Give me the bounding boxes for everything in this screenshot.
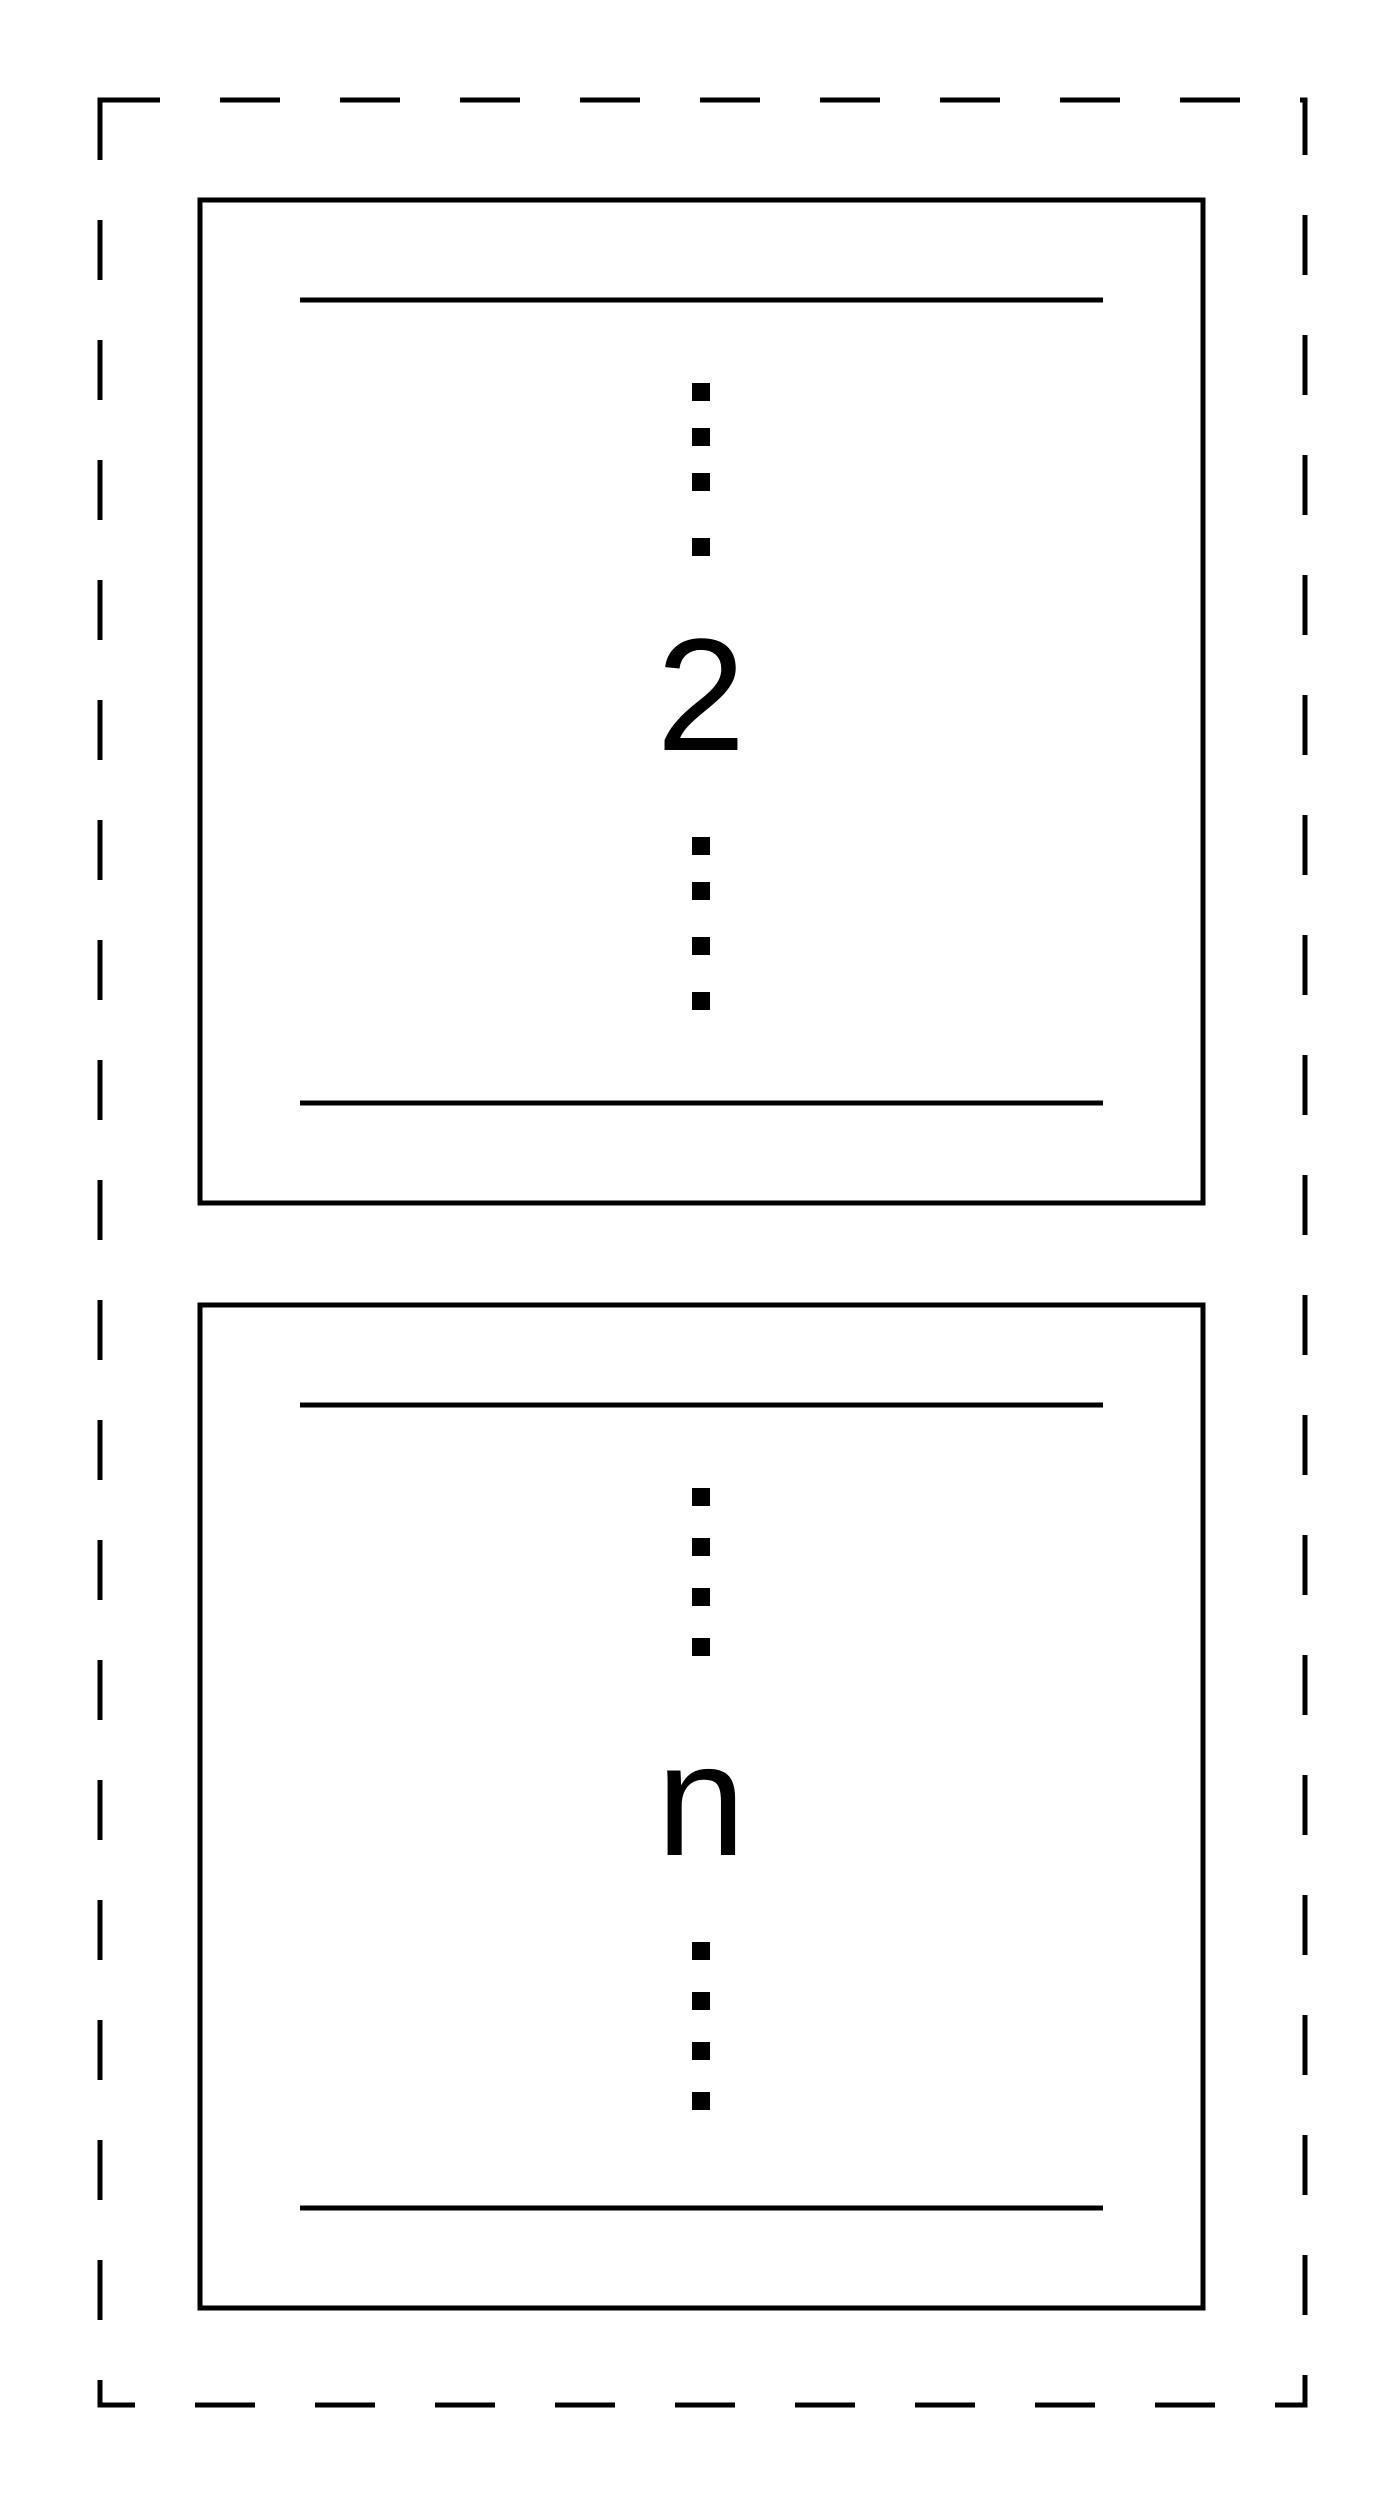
box-1-frame bbox=[197, 197, 1206, 1206]
box-2-ellipsis-above bbox=[692, 1488, 710, 1656]
box-1-label: 2 bbox=[657, 605, 746, 784]
box-2-frame bbox=[197, 1302, 1206, 2311]
box-1-ellipsis-above bbox=[692, 383, 710, 556]
box-1-ellipsis-below bbox=[692, 837, 710, 1010]
outer-dashed-container bbox=[97, 97, 1308, 2408]
box-2-ellipsis-below bbox=[692, 1942, 710, 2110]
box-1: 2 bbox=[197, 197, 1206, 1206]
box-2: n bbox=[197, 1302, 1206, 2311]
box-2-label: n bbox=[657, 1710, 746, 1889]
